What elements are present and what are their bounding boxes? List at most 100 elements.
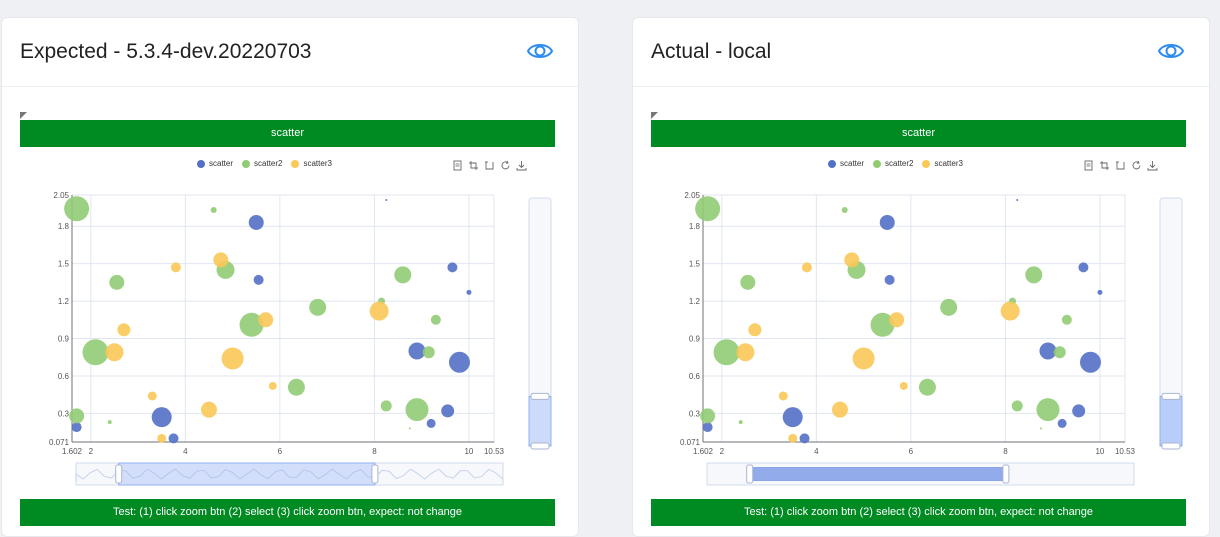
scatter-point-scatter3 bbox=[788, 433, 798, 443]
data-view-icon[interactable] bbox=[1083, 160, 1094, 171]
legend-item-scatter3[interactable]: scatter3 bbox=[922, 159, 963, 168]
scatter-point-scatter bbox=[426, 418, 436, 428]
y-tick-label: 1.5 bbox=[58, 260, 70, 269]
scatter-point-scatter bbox=[71, 422, 82, 433]
test-description-bar: Test: (1) click zoom btn (2) select (3) … bbox=[651, 499, 1186, 526]
scatter-point-scatter bbox=[151, 407, 172, 428]
save-image-icon[interactable] bbox=[1147, 160, 1158, 171]
scatter-point-scatter bbox=[799, 433, 810, 444]
eye-icon[interactable] bbox=[1157, 40, 1185, 62]
panel-header: Expected - 5.3.4-dev.20220703 bbox=[2, 18, 578, 87]
scatter-point-scatter bbox=[168, 433, 179, 444]
legend-item-scatter3[interactable]: scatter3 bbox=[291, 159, 332, 168]
scatter-point-scatter2 bbox=[109, 274, 125, 290]
scatter-point-scatter2 bbox=[1011, 400, 1023, 412]
x-tick-label: 2 bbox=[89, 447, 94, 456]
scatter-point-scatter3 bbox=[105, 343, 124, 362]
y-datazoom-selection bbox=[1159, 395, 1183, 447]
scatter-point-scatter2 bbox=[1025, 266, 1043, 284]
y-datazoom-handle-start bbox=[530, 442, 550, 450]
x-tick-label: 10 bbox=[1095, 447, 1104, 456]
scatter-point-scatter bbox=[1016, 198, 1019, 201]
panel-header: Actual - local bbox=[633, 18, 1209, 87]
x-tick-label: 10.53 bbox=[1115, 447, 1136, 456]
scatter-point-scatter2 bbox=[309, 298, 327, 316]
y-tick-label: 0.3 bbox=[689, 409, 701, 418]
y-tick-label: 1.2 bbox=[689, 297, 701, 306]
zoom-reset-icon[interactable] bbox=[484, 160, 495, 171]
x-tick-label: 1.602 bbox=[62, 447, 83, 456]
data-view-icon[interactable] bbox=[452, 160, 463, 171]
legend-label: scatter bbox=[840, 159, 865, 168]
zoom-reset-icon[interactable] bbox=[1115, 160, 1126, 171]
y-datazoom-selection bbox=[528, 395, 552, 447]
scatter-point-scatter3 bbox=[736, 343, 755, 362]
scatter-point-scatter bbox=[1097, 289, 1103, 295]
scatter-point-scatter3 bbox=[213, 252, 229, 268]
scatter-point-scatter3 bbox=[1000, 301, 1020, 321]
scatter-point-scatter2 bbox=[738, 420, 743, 425]
save-image-icon[interactable] bbox=[516, 160, 527, 171]
legend-label: scatter2 bbox=[885, 159, 914, 168]
y-tick-label: 1.5 bbox=[689, 260, 701, 269]
scatter-point-scatter3 bbox=[778, 391, 788, 401]
scatter-point-scatter bbox=[884, 274, 895, 285]
eye-icon[interactable] bbox=[526, 40, 554, 62]
scatter-point-scatter3 bbox=[369, 301, 389, 321]
y-tick-label: 1.8 bbox=[689, 222, 701, 231]
scatter-point-scatter2 bbox=[1061, 314, 1072, 325]
scatter-point-scatter2 bbox=[870, 312, 895, 337]
x-tick-label: 8 bbox=[1003, 447, 1008, 456]
x-datazoom-handle-start bbox=[746, 464, 754, 484]
scatter-point-scatter3 bbox=[748, 323, 762, 337]
legend-label: scatter3 bbox=[303, 159, 332, 168]
legend-item-scatter[interactable]: scatter bbox=[197, 159, 233, 168]
x-tick-label: 8 bbox=[372, 447, 377, 456]
x-tick-label: 1.602 bbox=[693, 447, 714, 456]
x-datazoom-selection bbox=[118, 462, 376, 486]
y-tick-label: 1.8 bbox=[58, 222, 70, 231]
scatter-point-scatter3 bbox=[801, 262, 812, 273]
zoom-icon[interactable] bbox=[1099, 160, 1110, 171]
scatter-point-scatter bbox=[702, 422, 713, 433]
scatter-point-scatter3 bbox=[268, 381, 277, 390]
scatter-point-scatter2 bbox=[380, 400, 392, 412]
restore-icon[interactable] bbox=[500, 160, 511, 171]
scatter-point-scatter2 bbox=[107, 420, 112, 425]
test-description-bar: Test: (1) click zoom btn (2) select (3) … bbox=[20, 499, 555, 526]
legend-item-scatter2[interactable]: scatter2 bbox=[873, 159, 913, 168]
legend-item-scatter[interactable]: scatter bbox=[828, 159, 864, 168]
x-tick-label: 6 bbox=[278, 447, 283, 456]
x-tick-label: 6 bbox=[909, 447, 914, 456]
corner-mark-icon bbox=[651, 112, 658, 119]
scatter-point-scatter2 bbox=[1039, 427, 1042, 430]
y-datazoom-handle-end bbox=[530, 392, 550, 400]
zoom-icon[interactable] bbox=[468, 160, 479, 171]
x-tick-label: 4 bbox=[183, 447, 188, 456]
x-tick-label: 2 bbox=[720, 447, 725, 456]
scatter-point-scatter bbox=[1039, 342, 1057, 360]
chart-toolbox bbox=[452, 160, 527, 171]
scatter-point-scatter bbox=[782, 407, 803, 428]
x-datazoom-handle-end bbox=[371, 464, 379, 484]
scatter-point-scatter2 bbox=[1053, 346, 1066, 359]
legend-item-scatter2[interactable]: scatter2 bbox=[242, 159, 282, 168]
scatter-point-scatter2 bbox=[918, 378, 936, 396]
scatter-point-scatter3 bbox=[221, 347, 244, 370]
scatter-point-scatter bbox=[447, 262, 458, 273]
y-tick-label: 0.6 bbox=[689, 372, 701, 381]
scatter-point-scatter2 bbox=[422, 346, 435, 359]
scatter-point-scatter bbox=[879, 214, 895, 230]
scatter-point-scatter2 bbox=[287, 378, 305, 396]
plot-area-frame bbox=[702, 194, 1126, 443]
restore-icon[interactable] bbox=[1131, 160, 1142, 171]
scatter-point-scatter bbox=[385, 198, 388, 201]
scatter-point-scatter bbox=[466, 289, 472, 295]
y-tick-label: 0.9 bbox=[58, 335, 70, 344]
x-tick-label: 10.53 bbox=[484, 447, 505, 456]
chart-legend: scatter scatter2 scatter3 bbox=[828, 159, 963, 168]
x-datazoom-handle-start bbox=[115, 464, 123, 484]
scatter-point-scatter2 bbox=[940, 298, 958, 316]
scatter-point-scatter bbox=[1078, 262, 1089, 273]
expected-panel: Expected - 5.3.4-dev.20220703 scatter sc… bbox=[1, 17, 579, 537]
